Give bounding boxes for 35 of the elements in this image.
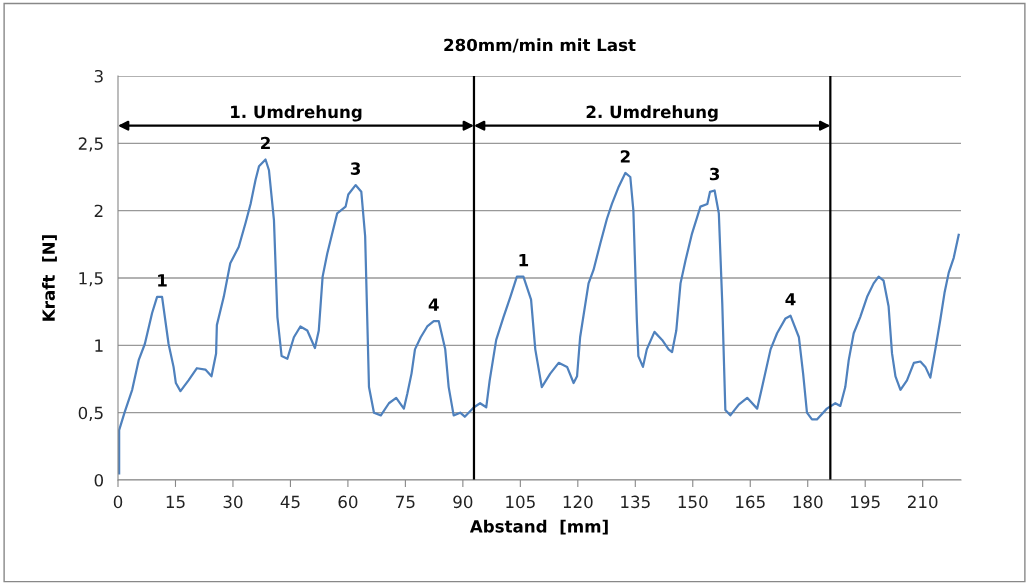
x-tick-label: 195 <box>851 495 880 509</box>
y-tick-label: 2,5 <box>78 137 103 152</box>
y-axis-title: Kraft [N] <box>42 235 57 321</box>
x-tick-label: 135 <box>621 495 650 509</box>
x-tick-label: 150 <box>678 495 708 509</box>
x-axis-title: Abstand [mm] <box>469 519 608 535</box>
x-tick-label: 30 <box>223 495 243 509</box>
x-tick-label: 45 <box>280 495 300 509</box>
x-tick-label: 0 <box>113 495 123 509</box>
chart-title: 280mm/min mit Last <box>444 38 636 53</box>
y-tick-label: 3 <box>94 69 103 83</box>
annotation: 4 <box>785 293 796 306</box>
y-tick-label: 1 <box>95 339 103 352</box>
x-tick-label: 60 <box>338 495 358 509</box>
annotation: 1 <box>158 274 167 287</box>
x-tick-label: 90 <box>453 495 473 509</box>
annotation: 4 <box>428 298 439 311</box>
annotation: 2 <box>261 136 270 150</box>
annotation: 1 <box>519 254 529 267</box>
annotation: 3 <box>350 162 361 175</box>
x-tick-label: 165 <box>736 495 765 509</box>
y-tick-label: 0,5 <box>78 406 103 421</box>
annotation: 1. Umdrehung <box>231 105 362 122</box>
y-tick-label: 2 <box>94 204 103 217</box>
x-tick-label: 105 <box>506 495 535 509</box>
y-tick-label: 0 <box>94 473 103 487</box>
x-tick-label: 180 <box>793 495 823 509</box>
annotation: 3 <box>709 167 720 181</box>
annotation: 2. Umdrehung <box>586 105 718 122</box>
x-tick-label: 75 <box>396 495 415 509</box>
y-tick-label: 1,5 <box>79 272 103 287</box>
annotation: 2 <box>620 150 630 163</box>
x-tick-label: 15 <box>166 495 185 509</box>
x-tick-label: 120 <box>563 495 593 509</box>
x-tick-label: 210 <box>908 495 938 509</box>
